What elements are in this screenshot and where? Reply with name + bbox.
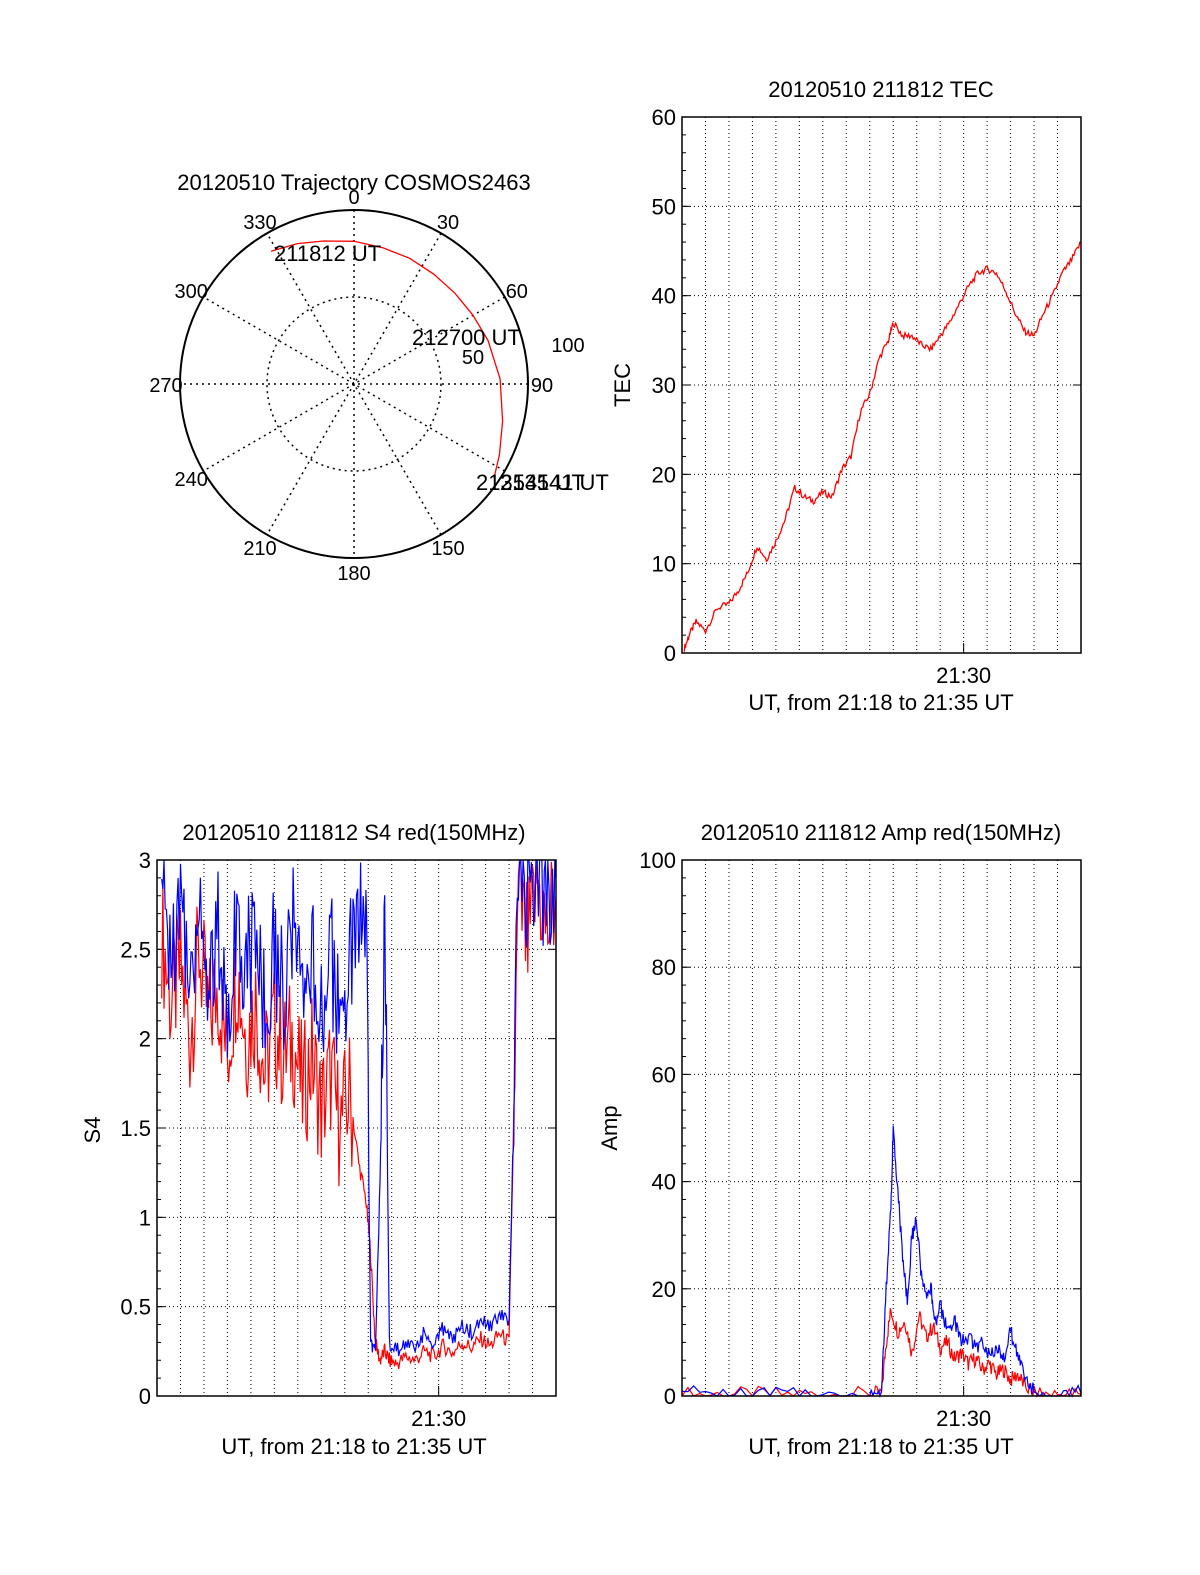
amp-y-tick-label: 100 xyxy=(639,848,676,873)
amp-y-tick-label: 0 xyxy=(664,1384,676,1409)
s4-y-tick-label: 2.5 xyxy=(120,937,151,962)
amp-y-tick-label: 60 xyxy=(652,1062,676,1087)
tec-y-tick-label: 0 xyxy=(664,641,676,666)
tec-y-tick-label: 10 xyxy=(652,552,676,577)
tec-y-tick-label: 60 xyxy=(652,105,676,130)
polar-trajectory-line xyxy=(270,240,504,479)
s4-plot-frame xyxy=(156,859,557,1397)
s4-y-tick-label: 2 xyxy=(139,1027,151,1052)
tec-chart: 20120510 211812 TEC TEC UT, from 21:18 t… xyxy=(610,77,1082,715)
polar-spoke-150 xyxy=(266,232,442,536)
tec-y-tick-label: 20 xyxy=(652,462,676,487)
amp-y-axis-label: Amp xyxy=(597,1105,622,1150)
amp-x-tick-label: 21:30 xyxy=(936,1406,991,1431)
polar-angle-labels: 0 30 60 90 150 180 210 240 270 300 330 xyxy=(149,187,553,585)
polar-angle-label-150: 150 xyxy=(431,538,464,560)
polar-angle-label-330: 330 xyxy=(243,212,276,234)
s4-y-tick-label: 1.5 xyxy=(120,1116,151,1141)
polar-annotation-end-a: 213541 UT xyxy=(476,470,585,495)
amp-series-blue xyxy=(681,1125,1082,1399)
s4-title: 20120510 211812 S4 red(150MHz) xyxy=(182,820,525,845)
amp-x-axis-label: UT, from 21:18 to 21:35 UT xyxy=(748,1434,1013,1459)
tec-title: 20120510 211812 TEC xyxy=(768,77,994,102)
s4-x-tick-label: 21:30 xyxy=(411,1406,466,1431)
tec-series-red xyxy=(683,241,1081,652)
polar-annotation-start: 211812 UT xyxy=(274,241,381,266)
tec-plot-frame xyxy=(681,116,1082,654)
s4-y-axis-label: S4 xyxy=(80,1117,105,1144)
polar-annotation-end-b: 213541 UT xyxy=(500,470,609,495)
tec-x-tick-label: 21:30 xyxy=(936,663,991,688)
amp-title: 20120510 211812 Amp red(150MHz) xyxy=(701,820,1061,845)
polar-title: 20120510 Trajectory COSMOS2463 xyxy=(177,170,530,195)
s4-x-axis-label: UT, from 21:18 to 21:35 UT xyxy=(221,1434,486,1459)
amp-y-tick-label: 80 xyxy=(652,955,676,980)
s4-y-tick-label: 0 xyxy=(139,1384,151,1409)
s4-y-tick-label: 3 xyxy=(139,848,151,873)
polar-angle-label-300: 300 xyxy=(174,281,207,303)
polar-angle-label-210: 210 xyxy=(243,538,276,560)
polar-angle-label-180: 180 xyxy=(337,563,370,585)
polar-radial-label-50: 50 xyxy=(462,347,484,369)
s4-chart: 20120510 211812 S4 red(150MHz) S4 UT, fr… xyxy=(80,820,557,1459)
amp-y-tick-label: 20 xyxy=(652,1277,676,1302)
amp-plot-frame xyxy=(681,859,1082,1397)
s4-y-tick-label: 0.5 xyxy=(120,1295,151,1320)
amp-y-tick-label: 40 xyxy=(652,1170,676,1195)
amp-series-red xyxy=(681,1308,1082,1398)
tec-y-tick-label: 50 xyxy=(652,194,676,219)
s4-series-blue xyxy=(161,859,557,1357)
polar-angle-label-90: 90 xyxy=(531,375,553,397)
tec-x-axis-label: UT, from 21:18 to 21:35 UT xyxy=(748,690,1013,715)
polar-angle-label-240: 240 xyxy=(174,469,207,491)
s4-y-tick-label: 1 xyxy=(139,1205,151,1230)
polar-angle-label-0: 0 xyxy=(348,187,359,209)
polar-radial-label-100: 100 xyxy=(551,335,584,357)
polar-inner-ring xyxy=(266,296,442,472)
polar-trajectory-chart: 20120510 Trajectory COSMOS2463 0 30 60 90 15… xyxy=(149,170,609,585)
amp-chart: 20120510 211812 Amp red(150MHz) Amp UT, … xyxy=(597,820,1082,1459)
polar-spokes xyxy=(180,210,528,558)
polar-angle-label-270: 270 xyxy=(149,375,182,397)
tec-y-tick-label: 40 xyxy=(652,284,676,309)
tec-y-tick-label: 30 xyxy=(652,373,676,398)
polar-annotation-mid: 212700 UT xyxy=(412,325,521,350)
polar-angle-label-30: 30 xyxy=(437,212,459,234)
polar-angle-label-60: 60 xyxy=(506,281,528,303)
s4-series-red xyxy=(161,859,557,1370)
tec-y-axis-label: TEC xyxy=(610,363,635,407)
